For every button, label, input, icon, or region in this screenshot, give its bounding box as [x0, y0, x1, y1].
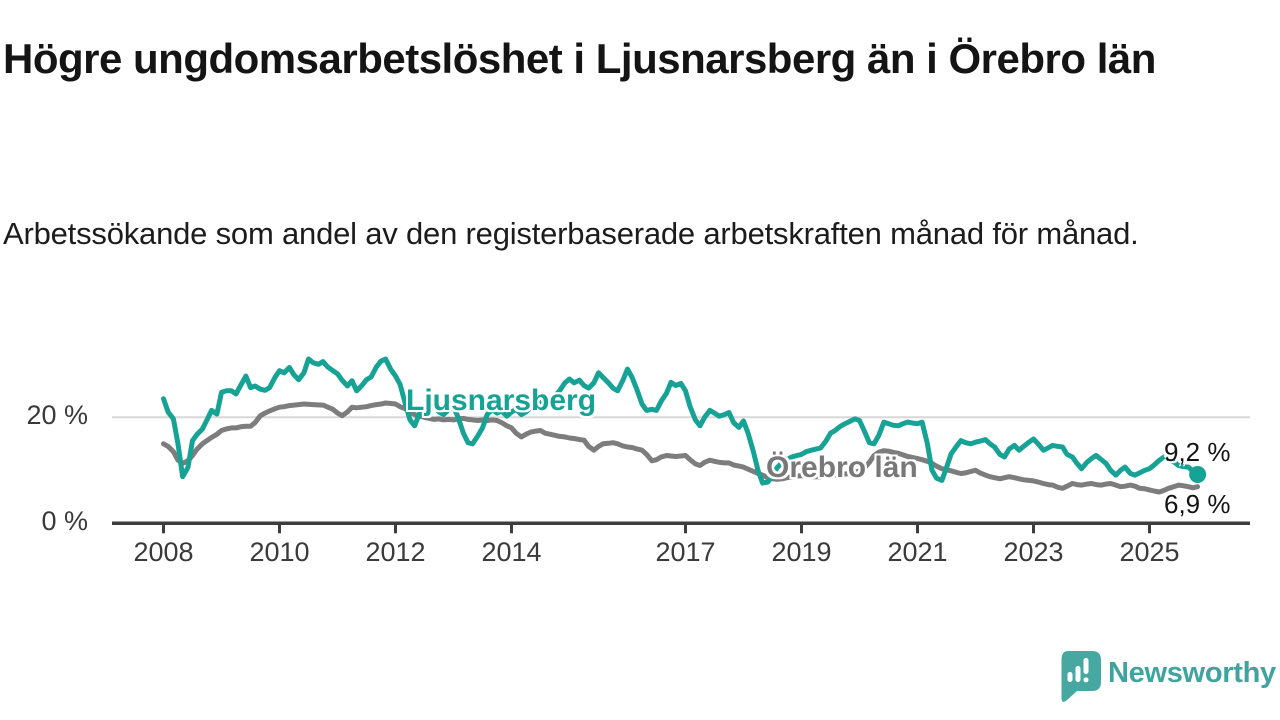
x-tick-label: 2025 — [1119, 537, 1180, 567]
x-tick-label: 2008 — [133, 537, 194, 567]
logo-exclamation-bar — [1083, 658, 1089, 674]
newsworthy-logo: Newsworthy — [1056, 648, 1280, 708]
series-line-ljusnarsberg — [161, 356, 1201, 486]
x-tick-label: 2021 — [887, 537, 948, 567]
end-value-label-ljusnarsberg: 9,2 % — [1164, 437, 1231, 467]
logo-bar-small — [1067, 672, 1073, 682]
x-tick-label: 2017 — [655, 537, 716, 567]
logo-exclamation-dot — [1083, 677, 1089, 683]
ljusnarsberg-end-dot — [1189, 466, 1207, 484]
series-label-ljusnarsberg: Ljusnarsberg — [406, 384, 597, 417]
logo-bar-medium — [1075, 666, 1081, 682]
x-tick-label: 2023 — [1003, 537, 1064, 567]
x-tick-label: 2019 — [771, 537, 832, 567]
x-tick-label: 2012 — [365, 537, 426, 567]
newsworthy-logo-text: Newsworthy — [1108, 657, 1276, 689]
y-tick-label: 20 % — [26, 400, 88, 431]
y-tick-label: 0 % — [41, 506, 88, 537]
page-title: Högre ungdomsarbetslöshet i Ljusnarsberg… — [3, 35, 1156, 82]
chart-subtitle: Arbetssökande som andel av den registerb… — [3, 216, 1139, 251]
newsworthy-logo-icon — [1061, 651, 1101, 702]
x-tick-label: 2014 — [481, 537, 542, 567]
series-label-orebro-lan: Örebro län — [766, 451, 918, 484]
end-value-label-orebro-lan: 6,9 % — [1164, 489, 1231, 519]
x-tick-label: 2010 — [249, 537, 310, 567]
series-line--rebro-l-n — [161, 400, 1201, 495]
